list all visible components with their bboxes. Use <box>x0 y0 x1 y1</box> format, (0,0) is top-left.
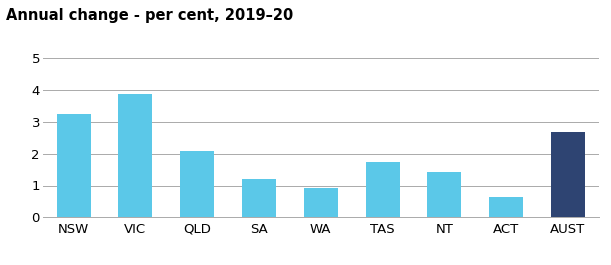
Bar <box>427 172 461 217</box>
Bar <box>304 188 338 217</box>
Bar <box>180 151 214 217</box>
Text: Annual change - per cent, 2019–20: Annual change - per cent, 2019–20 <box>6 8 293 23</box>
Bar <box>365 162 400 217</box>
Bar <box>242 179 276 217</box>
Bar <box>119 94 152 217</box>
Bar <box>57 114 90 217</box>
Bar <box>551 132 585 217</box>
Bar <box>489 197 523 217</box>
